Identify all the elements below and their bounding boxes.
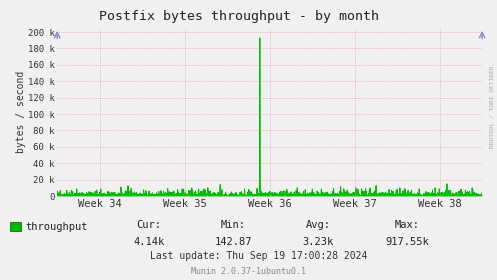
Text: Last update: Thu Sep 19 17:00:28 2024: Last update: Thu Sep 19 17:00:28 2024: [150, 251, 367, 261]
Text: Munin 2.0.37-1ubuntu0.1: Munin 2.0.37-1ubuntu0.1: [191, 267, 306, 276]
Text: Min:: Min:: [221, 220, 246, 230]
Text: Cur:: Cur:: [137, 220, 162, 230]
Text: throughput: throughput: [26, 222, 88, 232]
Text: Avg:: Avg:: [306, 220, 331, 230]
Text: 917.55k: 917.55k: [386, 237, 429, 247]
Y-axis label: bytes / second: bytes / second: [16, 71, 26, 153]
Text: 4.14k: 4.14k: [134, 237, 165, 247]
Text: 142.87: 142.87: [215, 237, 252, 247]
Text: RRDTOOL / TOBI OETIKER: RRDTOOL / TOBI OETIKER: [490, 65, 495, 148]
Text: Max:: Max:: [395, 220, 420, 230]
Text: 3.23k: 3.23k: [303, 237, 333, 247]
Text: Postfix bytes throughput - by month: Postfix bytes throughput - by month: [98, 10, 379, 23]
